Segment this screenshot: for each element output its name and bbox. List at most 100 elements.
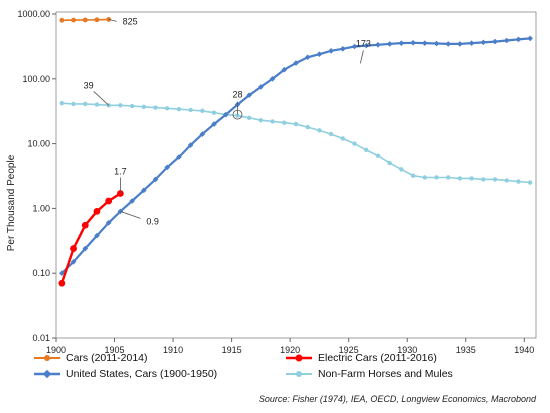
data-point	[410, 39, 416, 46]
data-point	[364, 147, 369, 153]
data-point	[515, 36, 522, 43]
data-point	[82, 17, 88, 23]
legend-swatch-horses	[286, 369, 312, 379]
annotation-label: 173	[356, 38, 371, 48]
source-note: Source: Fisher (1974), IEA, OECD, Longvi…	[258, 394, 536, 404]
data-point	[116, 190, 124, 197]
data-point	[129, 103, 135, 109]
data-point	[94, 102, 100, 107]
data-point	[328, 131, 334, 137]
data-point	[70, 245, 77, 252]
x-tick-label: 1930	[397, 345, 417, 355]
data-point	[129, 198, 135, 204]
data-point	[375, 153, 381, 158]
data-point	[235, 113, 240, 118]
x-tick-label: 1915	[222, 345, 242, 355]
data-point	[176, 154, 182, 160]
data-point	[422, 175, 427, 180]
data-point	[105, 219, 112, 226]
legend-swatch-cars	[34, 353, 60, 363]
data-point	[211, 110, 217, 115]
data-point	[246, 92, 252, 98]
data-point	[164, 164, 171, 171]
y-tick-label: 100.00	[22, 74, 50, 84]
data-point	[421, 40, 428, 46]
data-point	[457, 176, 463, 181]
x-tick-label: 1940	[514, 345, 534, 355]
data-point	[469, 176, 474, 181]
data-point	[433, 40, 440, 47]
data-point	[141, 104, 147, 109]
series-1	[58, 190, 124, 287]
annotation-label: 0.9	[146, 216, 159, 226]
legend-item-electric-cars: Electric Cars (2011-2016)	[286, 352, 437, 364]
data-point	[410, 173, 416, 178]
data-point	[83, 101, 88, 107]
annotation-label: 825	[123, 16, 138, 26]
data-point	[222, 111, 229, 118]
series-line	[61, 102, 531, 184]
data-point	[281, 66, 288, 73]
y-tick-label: 0.10	[32, 268, 50, 278]
series-2	[59, 35, 533, 276]
data-point	[504, 178, 509, 183]
data-point	[165, 106, 170, 111]
data-point	[387, 160, 392, 166]
data-point	[152, 176, 159, 183]
data-point	[258, 84, 264, 90]
annotation-marker	[232, 109, 243, 120]
y-tick-label: 1.00	[32, 203, 50, 213]
data-point	[282, 120, 287, 125]
data-point	[246, 115, 252, 121]
data-point	[480, 39, 487, 46]
data-point	[457, 41, 463, 47]
data-point	[398, 40, 405, 46]
legend-label-horses: Non-Farm Horses and Mules	[318, 368, 453, 380]
legend-item-cars: Cars (2011-2014)	[34, 352, 148, 364]
data-point	[503, 37, 510, 44]
data-point	[492, 177, 498, 182]
legend-label-electric-cars: Electric Cars (2011-2016)	[318, 352, 437, 364]
data-point	[94, 232, 100, 239]
data-point	[445, 41, 451, 47]
data-point	[211, 121, 217, 127]
x-tick-label: 1905	[105, 345, 125, 355]
data-point	[188, 107, 193, 113]
chart-axes: 1900 1905 1910 1915 1920 1925 1930 1935 1940 0.01…	[17, 9, 537, 355]
data-point	[187, 142, 194, 148]
data-point	[316, 51, 323, 57]
legend-item-us-cars: United States, Cars (1900-1950)	[34, 368, 217, 380]
annotation-leader	[108, 19, 117, 22]
legend-label-cars: Cars (2011-2014)	[66, 352, 148, 364]
data-point	[351, 43, 358, 50]
data-point	[71, 101, 76, 107]
data-point	[304, 54, 311, 61]
data-point	[516, 179, 521, 184]
plot-frame	[55, 11, 537, 339]
data-point	[352, 141, 357, 146]
series-line	[60, 192, 122, 284]
data-point	[141, 187, 147, 194]
data-point	[481, 177, 486, 182]
data-point	[258, 117, 264, 123]
annotation-label: 39	[84, 80, 94, 90]
chart-annotations: 825 39 1.7 0.9 28 173	[84, 16, 371, 226]
data-point	[269, 76, 276, 82]
data-point	[340, 46, 346, 52]
data-point	[363, 42, 370, 49]
data-point	[317, 128, 322, 133]
data-point	[386, 41, 393, 47]
data-point	[81, 221, 89, 229]
data-point	[305, 124, 310, 130]
data-point	[293, 121, 299, 127]
x-tick-label: 1910	[163, 345, 183, 355]
data-point	[59, 101, 65, 106]
data-point	[270, 119, 275, 124]
series-3	[59, 101, 533, 185]
data-point	[59, 17, 65, 23]
x-tick-label: 1925	[339, 345, 359, 355]
annotation-leader	[93, 91, 109, 106]
data-point	[105, 197, 113, 205]
x-tick-label: 1935	[456, 345, 476, 355]
